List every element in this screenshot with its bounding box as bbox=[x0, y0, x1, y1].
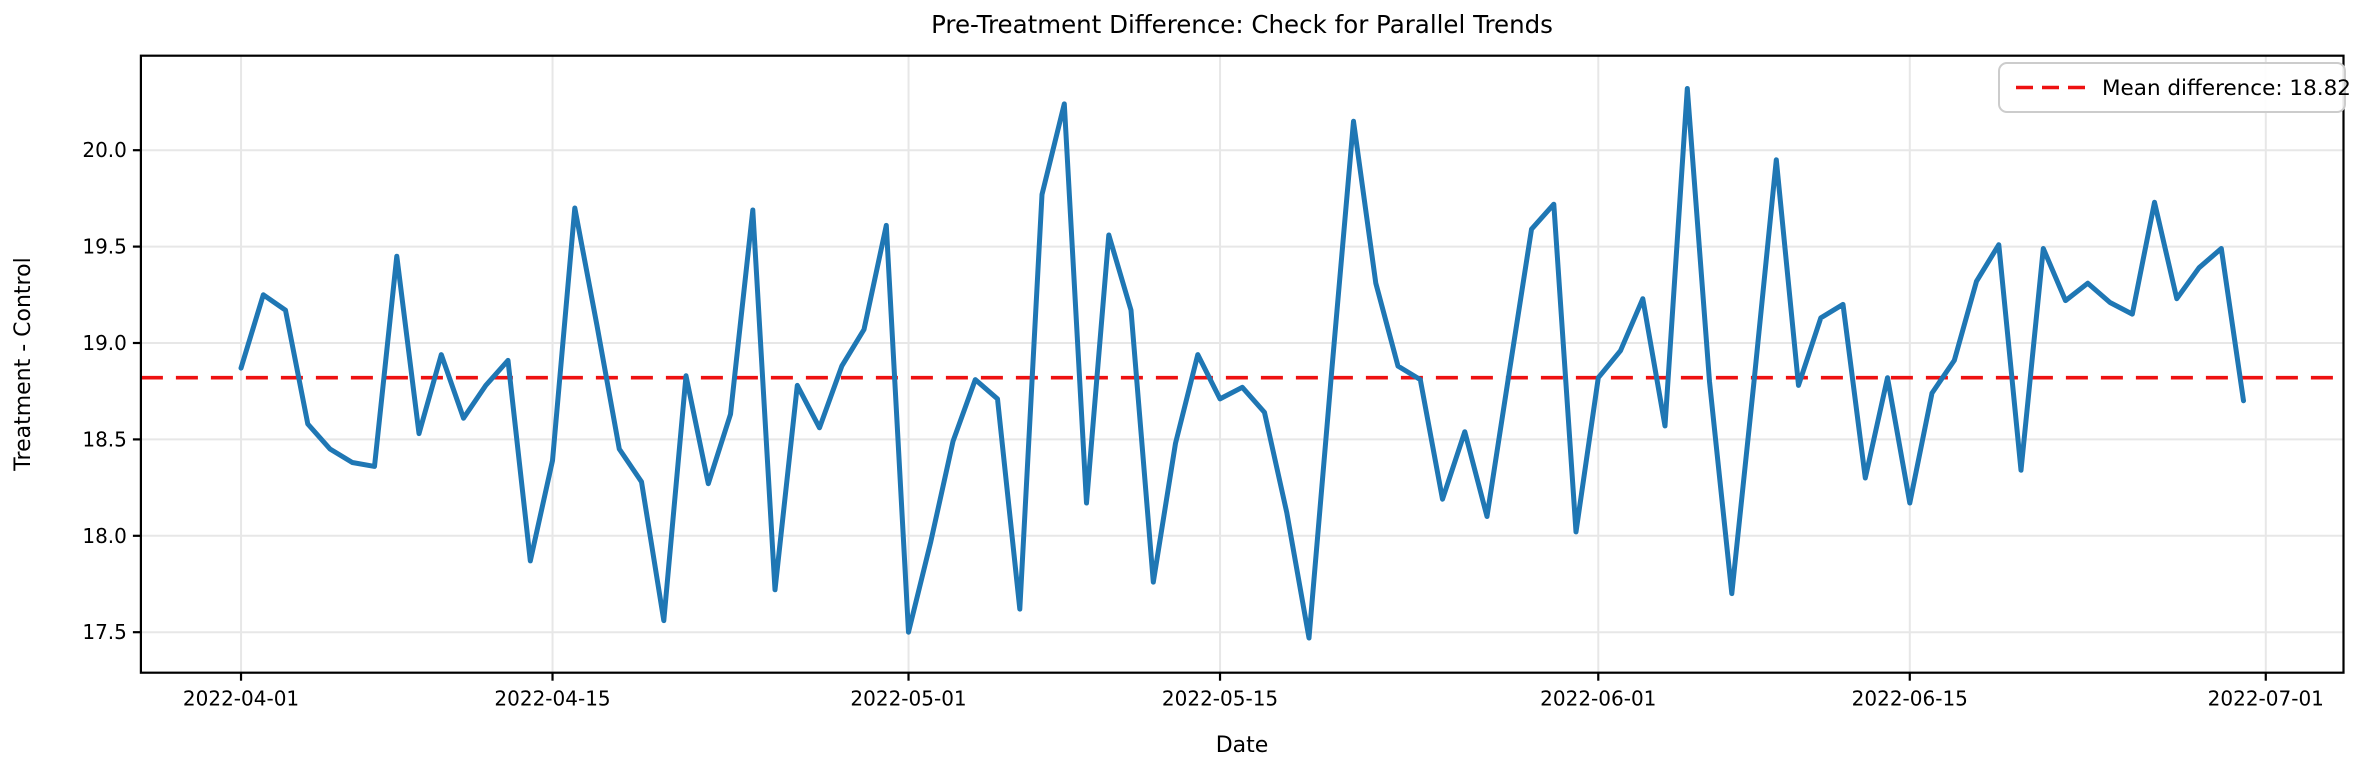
x-tick-label: 2022-06-15 bbox=[1852, 687, 1968, 711]
y-tick-label: 20.0 bbox=[82, 138, 127, 162]
x-tick-label: 2022-07-01 bbox=[2208, 687, 2324, 711]
legend-box bbox=[1998, 62, 2346, 113]
x-tick-label: 2022-05-01 bbox=[850, 687, 966, 711]
y-tick-label: 18.5 bbox=[82, 427, 127, 451]
y-tick-label: 19.5 bbox=[82, 235, 127, 259]
treatment-control-series-layer bbox=[238, 86, 2246, 641]
x-tick-label: 2022-04-15 bbox=[494, 687, 610, 711]
legend-label: Mean difference: 18.82 bbox=[2102, 76, 2351, 101]
x-tick-label: 2022-05-15 bbox=[1162, 687, 1278, 711]
grid-lines bbox=[140, 55, 2344, 673]
axes-spines bbox=[139, 54, 2345, 674]
legend: Mean difference: 18.82 bbox=[1998, 62, 2351, 113]
y-tick-label: 17.5 bbox=[82, 620, 127, 644]
axis-ticks-and-labels: 2022-04-01 2022-04-15 2022-05-01 2022-05-15… bbox=[82, 138, 2324, 711]
y-tick-label: 19.0 bbox=[82, 331, 127, 355]
plot-border bbox=[139, 54, 2345, 674]
chart-title: Pre-Treatment Difference: Check for Para… bbox=[931, 10, 1553, 39]
x-axis-label: Date bbox=[1216, 733, 1269, 758]
x-tick-label: 2022-04-01 bbox=[183, 687, 299, 711]
y-tick-label: 18.0 bbox=[82, 524, 127, 548]
x-tick-label: 2022-06-01 bbox=[1540, 687, 1656, 711]
treatment-control-line bbox=[238, 86, 2246, 641]
y-axis-label: Treatment - Control bbox=[11, 257, 36, 471]
